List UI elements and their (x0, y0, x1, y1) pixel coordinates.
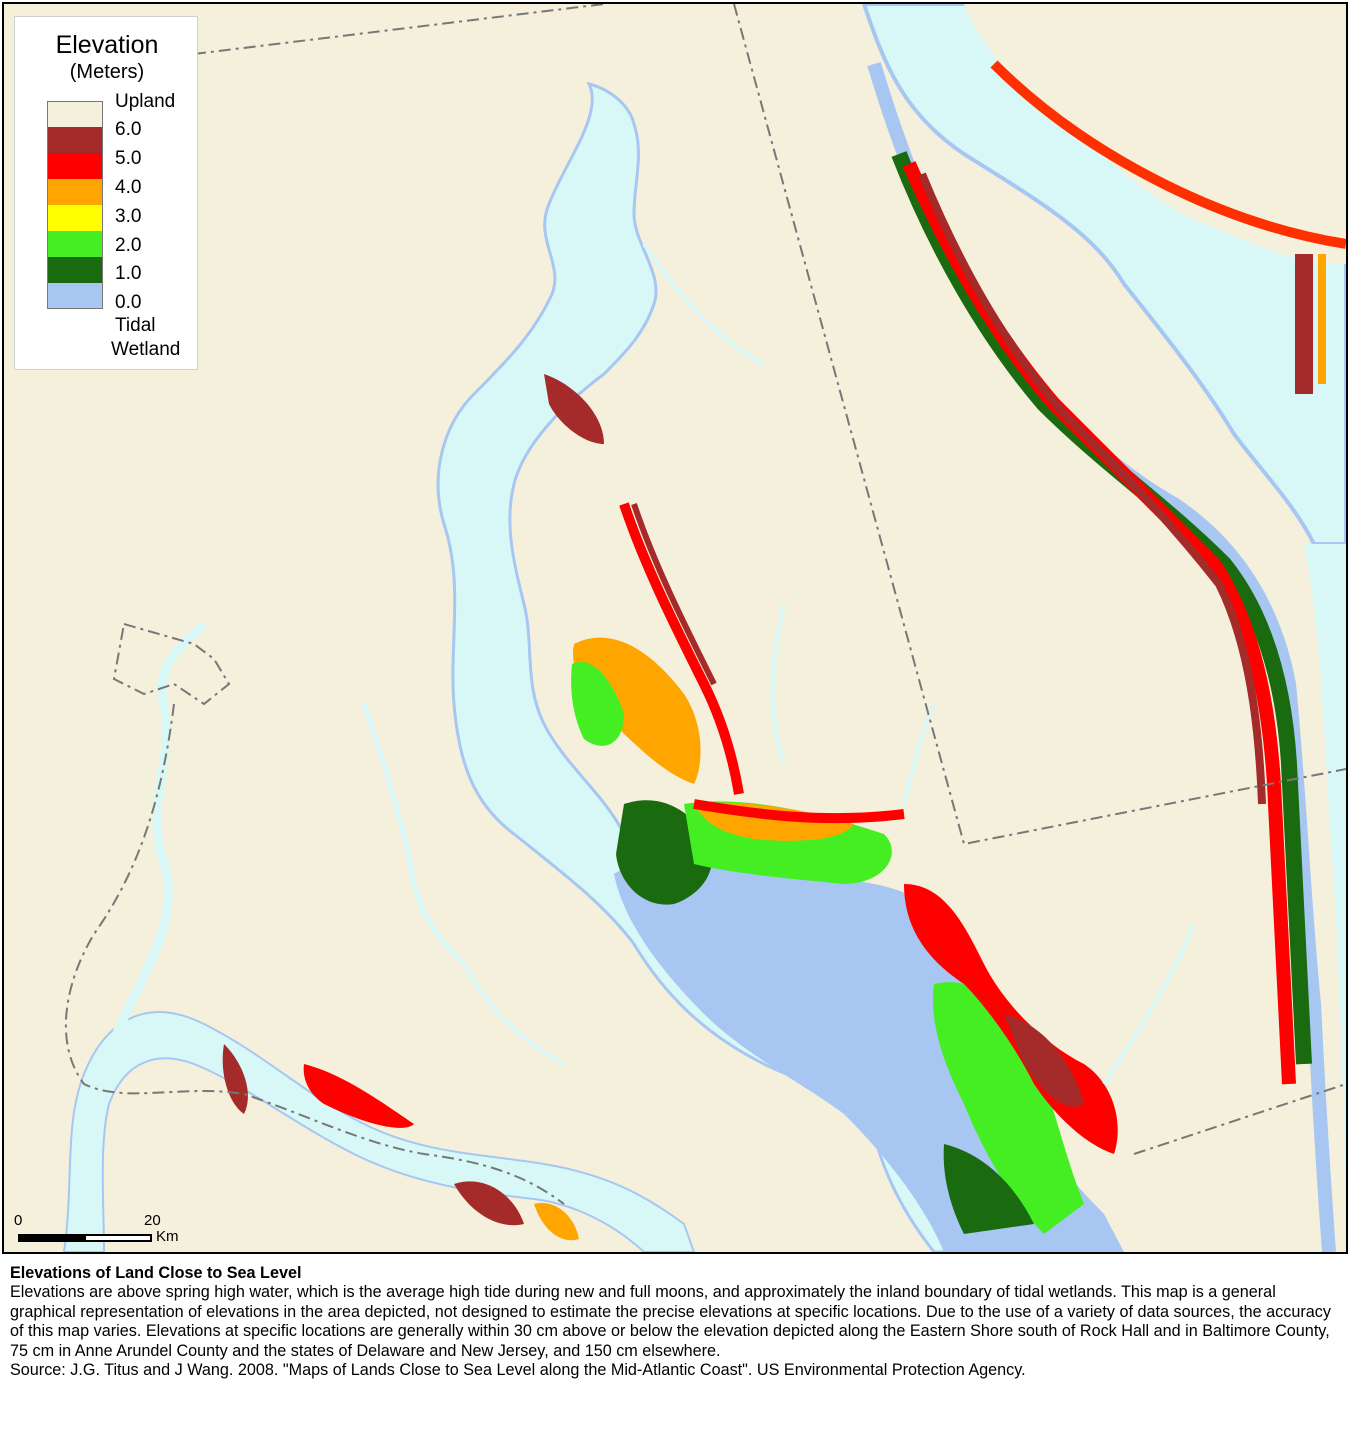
eastern-shore-red-band (693, 799, 905, 824)
legend-swatch-6 (47, 127, 103, 153)
state-boundary-dc (112, 622, 231, 706)
potomac-river (62, 1011, 696, 1252)
legend-swatch-upland (47, 101, 103, 127)
western-peninsula-brown (631, 503, 717, 686)
inlet-5 (1102, 923, 1196, 1086)
legend-swatch-4 (47, 179, 103, 205)
state-boundary-va (64, 703, 565, 1205)
delaware-coast-brown (918, 172, 1266, 805)
legend-label-6: 6.0 (115, 119, 142, 140)
new-jersey-lowland (990, 60, 1346, 249)
legend-label-wetland: Wetland (111, 339, 181, 360)
north-peninsula-brown (544, 374, 604, 444)
scale-segment-black (18, 1234, 86, 1242)
map-canvas[interactable] (4, 4, 1346, 1252)
western-peninsula-orange (573, 637, 701, 784)
western-peninsula-green (571, 662, 624, 746)
inlet-2 (462, 963, 565, 1066)
inlet-3 (770, 603, 786, 765)
state-boundary-se (1133, 1083, 1346, 1155)
inlet-1 (361, 703, 466, 966)
legend-swatch-tidal-wetland (47, 283, 103, 309)
legend: Elevation (Meters) Upland 6.0 5.0 4.0 3.… (14, 16, 198, 370)
scale-end-label: 20 (144, 1212, 161, 1229)
atlantic-ocean (1304, 544, 1346, 1252)
legend-label-3: 3.0 (115, 206, 142, 227)
legend-label-2: 2.0 (115, 235, 142, 256)
scale-bar: 0 20 Km (12, 1212, 202, 1252)
caption: Elevations of Land Close to Sea Level El… (10, 1264, 1342, 1380)
scale-unit-label: Km (156, 1228, 179, 1245)
legend-swatch-3 (47, 205, 103, 231)
new-jersey-land (964, 4, 1346, 264)
legend-label-tidal: Tidal (115, 315, 156, 336)
legend-label-5: 5.0 (115, 148, 142, 169)
potomac-shore-red (303, 1064, 414, 1128)
potomac-shore-orange (534, 1203, 579, 1241)
legend-label-upland: Upland (115, 91, 176, 112)
legend-swatch-2 (47, 231, 103, 257)
state-boundary-nw (193, 4, 605, 55)
potomac-shore-brown (222, 1044, 248, 1114)
caption-title: Elevations of Land Close to Sea Level (10, 1264, 302, 1282)
delaware-coast-green (891, 151, 1312, 1065)
lower-shore-dark-green (943, 1144, 1034, 1234)
legend-label-0: 0.0 (115, 292, 142, 313)
upper-river-branch (99, 620, 208, 1066)
legend-subtitle: (Meters) (69, 61, 145, 83)
potomac-shore-brown-2 (454, 1181, 524, 1226)
western-peninsula-red (619, 502, 744, 795)
legend-label-1: 1.0 (115, 263, 142, 284)
state-boundary-md-de (733, 4, 1346, 846)
legend-swatch-1 (47, 257, 103, 283)
lower-shore-green (933, 982, 1084, 1234)
legend-swatch-5 (47, 153, 103, 179)
scale-segment-white (84, 1234, 152, 1242)
caption-source: Source: J.G. Titus and J Wang. 2008. "Ma… (10, 1361, 1026, 1380)
inlet-6 (642, 242, 765, 366)
lower-shore-brown (1004, 1014, 1084, 1107)
inlet-4 (902, 703, 936, 805)
legend-label-4: 4.0 (115, 177, 142, 198)
caption-body: Elevations are above spring high water, … (10, 1283, 1331, 1360)
map-frame: Elevation (Meters) Upland 6.0 5.0 4.0 3.… (2, 2, 1348, 1254)
legend-title: Elevation (55, 31, 159, 59)
scale-start-label: 0 (14, 1212, 23, 1229)
